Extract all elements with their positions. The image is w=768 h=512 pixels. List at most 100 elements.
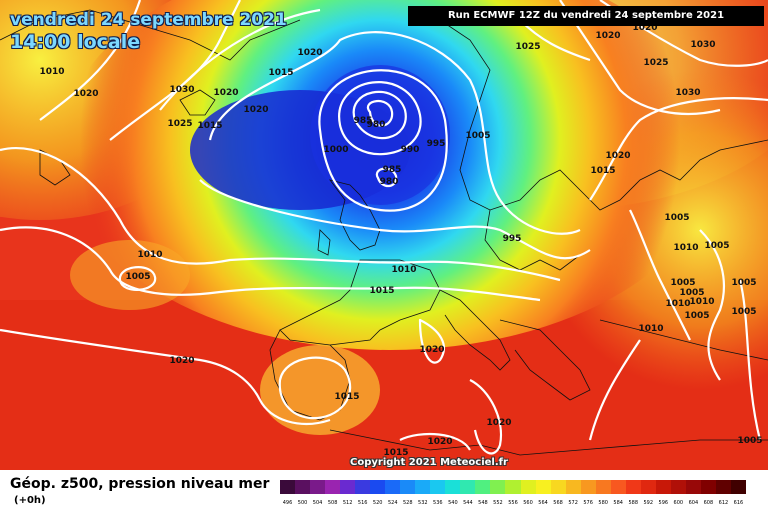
geopotential-field-sw-ridge (260, 345, 380, 435)
pressure-label: 1005 (731, 278, 756, 288)
scale-swatch (715, 480, 731, 494)
scale-label: 572 (568, 500, 578, 506)
pressure-label: 1020 (73, 89, 98, 99)
pressure-label: 1005 (465, 131, 490, 141)
scale-label: 552 (493, 500, 503, 506)
pressure-label: 980 (367, 120, 386, 130)
scale-swatch (280, 480, 296, 494)
pressure-label: 1005 (670, 278, 695, 288)
pressure-label: 985 (354, 116, 373, 126)
scale-label: 532 (418, 500, 428, 506)
scale-swatch (610, 480, 626, 494)
pressure-label: 1015 (383, 448, 408, 458)
scale-swatch (310, 480, 326, 494)
forecast-offset: (+0h) (14, 495, 46, 506)
pressure-label: 1025 (167, 119, 192, 129)
pressure-label: 1015 (268, 68, 293, 78)
pressure-label: 1020 (486, 418, 511, 428)
scale-swatch (430, 480, 446, 494)
pressure-label: 1020 (632, 23, 657, 33)
pressure-label: 1010 (689, 297, 714, 307)
scale-label: 516 (357, 500, 368, 506)
scale-label: 564 (538, 500, 548, 506)
pressure-label: 1030 (675, 88, 700, 98)
pressure-label: 980 (380, 177, 399, 187)
scale-swatch (730, 480, 746, 494)
pressure-label: 1010 (673, 243, 698, 253)
pressure-label: 1020 (427, 437, 452, 447)
scale-label: 556 (508, 500, 518, 506)
scale-label: 596 (658, 500, 669, 506)
color-scale-labels: 496 500 504 508 512 516 520 524 528 532 536 540 544 5… (280, 499, 746, 507)
pressure-label: 985 (383, 165, 402, 175)
pressure-label: 1020 (419, 345, 444, 355)
scale-swatch (535, 480, 551, 494)
scale-label: 508 (327, 500, 338, 506)
scale-label: 500 (297, 500, 308, 506)
scale-label: 520 (372, 500, 383, 506)
scale-label: 592 (643, 500, 654, 506)
scale-label: 576 (583, 500, 593, 506)
scale-swatch (655, 480, 671, 494)
scale-swatch (460, 480, 476, 494)
pressure-label: 990 (401, 145, 420, 155)
pressure-label: 1020 (243, 105, 268, 115)
pressure-label: 1010 (638, 324, 663, 334)
scale-swatch (670, 480, 686, 494)
pressure-label: 1020 (605, 151, 630, 161)
coastlines (0, 9, 768, 456)
pressure-label: 1020 (297, 48, 322, 58)
map-parameter-title: Géop. z500, pression niveau mer (10, 476, 270, 492)
run-info-banner: Run ECMWF 12Z du vendredi 24 septembre 2… (408, 6, 764, 26)
pressure-label: 1010 (39, 67, 64, 77)
scale-swatch (640, 480, 656, 494)
pressure-label: 1000 (323, 145, 348, 155)
scale-label: 584 (613, 500, 623, 506)
pressure-label: 1030 (169, 85, 194, 95)
scale-label: 604 (688, 500, 699, 506)
scale-label: 612 (718, 500, 729, 506)
pressure-label: 1010 (137, 250, 162, 260)
pressure-label: 1015 (197, 121, 222, 131)
scale-swatch (490, 480, 506, 494)
pressure-label: 1020 (169, 356, 194, 366)
forecast-date: vendredi 24 septembre 2021 (10, 10, 287, 30)
scale-label: 568 (553, 500, 563, 506)
scale-label: 580 (598, 500, 608, 506)
pressure-label: 1025 (515, 42, 540, 52)
pressure-label: 1020 (213, 88, 238, 98)
scale-swatch (370, 480, 386, 494)
pressure-label: 995 (427, 139, 446, 149)
scale-swatch (595, 480, 611, 494)
scale-swatch (685, 480, 701, 494)
scale-label: 524 (387, 500, 398, 506)
pressure-label: 1010 (665, 299, 690, 309)
scale-swatch (520, 480, 536, 494)
scale-swatch (445, 480, 461, 494)
pressure-label: 1005 (664, 213, 689, 223)
pressure-label: 1005 (684, 311, 709, 321)
pressure-label: 995 (503, 234, 522, 244)
scale-swatch (385, 480, 401, 494)
scale-label: 512 (342, 500, 353, 506)
color-scale (280, 480, 746, 494)
scale-label: 600 (673, 500, 684, 506)
legend-footer: Géop. z500, pression niveau mer (+0h) 49… (0, 470, 768, 512)
scale-swatch (475, 480, 491, 494)
scale-swatch (355, 480, 371, 494)
copyright-text: Copyright 2021 Meteociel.fr (350, 457, 508, 468)
scale-swatch (340, 480, 356, 494)
isobars (0, 0, 768, 455)
scale-swatch (400, 480, 416, 494)
scale-swatch (295, 480, 311, 494)
scale-label: 496 (282, 500, 293, 506)
pressure-label: 1025 (643, 58, 668, 68)
scale-swatch (505, 480, 521, 494)
scale-swatch (415, 480, 431, 494)
scale-label: 544 (463, 500, 473, 506)
scale-label: 536 (433, 500, 443, 506)
scale-label: 540 (448, 500, 458, 506)
pressure-label: 1005 (679, 288, 704, 298)
